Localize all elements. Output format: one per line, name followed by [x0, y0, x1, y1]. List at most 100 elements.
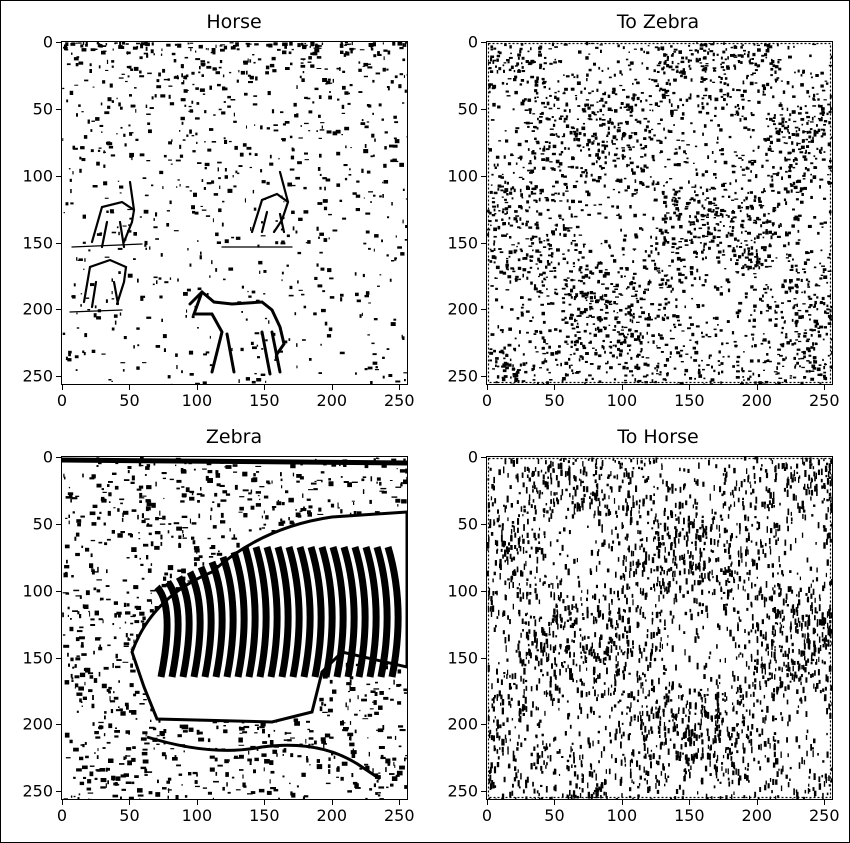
y-tick-label: 0 [42, 32, 53, 52]
panel-title-horse: Horse [206, 11, 262, 33]
y-tickmark [481, 523, 486, 525]
y-tick-label: 50 [457, 514, 478, 534]
y-tickmark [481, 457, 486, 458]
antelope-3 [82, 258, 128, 309]
x-tick-label: 250 [808, 806, 840, 825]
y-tickmark [481, 42, 486, 43]
panel-title-to-zebra: To Zebra [616, 11, 700, 33]
ground-outline [146, 735, 381, 781]
x-tickmark [399, 385, 401, 390]
axes-to-zebra [486, 41, 833, 385]
y-tickmark [481, 376, 486, 378]
y-tickmark [56, 791, 61, 793]
y-tick-label: 100 [22, 581, 53, 601]
y-tick-label: 0 [467, 32, 478, 52]
x-tick-label: 200 [316, 391, 348, 410]
x-tickmark [62, 385, 63, 390]
x-tickmark [264, 800, 266, 805]
axes-horse [61, 41, 408, 385]
x-tickmark [196, 800, 198, 805]
y-tickmark [56, 376, 61, 378]
y-tickmark [56, 108, 61, 110]
noise-texture [487, 457, 832, 799]
y-tick-label: 150 [447, 648, 478, 668]
horse-back [188, 289, 286, 356]
y-tick-label: 0 [467, 447, 478, 467]
antelope-1 [90, 180, 136, 249]
y-tickmark [481, 175, 486, 177]
x-tickmark [264, 385, 266, 390]
x-tickmark [331, 385, 333, 390]
y-tick-label: 200 [22, 299, 53, 319]
panel-image [62, 457, 407, 799]
noise-frame [487, 457, 832, 799]
x-tickmark [756, 800, 758, 805]
x-tickmark [62, 800, 63, 805]
zebra-figure [62, 457, 407, 781]
x-tick-label: 250 [383, 391, 415, 410]
panel-title-zebra: Zebra [205, 426, 263, 448]
y-tick-label: 250 [447, 781, 478, 801]
y-tickmark [481, 242, 486, 244]
y-tick-label: 150 [22, 233, 53, 253]
x-tickmark [554, 385, 556, 390]
x-tick-label: 50 [119, 391, 140, 410]
y-tickmark [481, 724, 486, 726]
y-tick-label: 200 [22, 714, 53, 734]
x-tick-label: 0 [56, 806, 68, 825]
antelope-2 [250, 170, 290, 234]
x-tick-label: 100 [181, 806, 213, 825]
y-tickmark [481, 791, 486, 793]
x-tick-label: 250 [808, 391, 840, 410]
y-tickmark [56, 657, 61, 659]
y-tickmark [56, 724, 61, 726]
x-tickmark [756, 385, 758, 390]
y-tick-label: 200 [447, 714, 478, 734]
x-tickmark [554, 800, 556, 805]
y-tickmark [481, 657, 486, 659]
x-tick-label: 200 [316, 806, 348, 825]
x-tickmark [331, 800, 333, 805]
panel-image [487, 42, 832, 384]
x-tickmark [399, 800, 401, 805]
ground-lines [69, 243, 293, 313]
top-edge [62, 457, 407, 466]
x-tickmark [129, 385, 131, 390]
x-tick-label: 150 [674, 806, 705, 825]
x-tickmark [824, 800, 826, 805]
y-tick-label: 250 [22, 781, 53, 801]
y-tickmark [56, 457, 61, 458]
x-tickmark [196, 385, 198, 390]
axes-to-horse [486, 456, 833, 800]
x-tick-label: 50 [119, 806, 140, 825]
x-tickmark [487, 800, 488, 805]
y-tick-label: 200 [447, 299, 478, 319]
y-tick-label: 150 [22, 648, 53, 668]
x-tick-label: 150 [249, 391, 280, 410]
x-tick-label: 50 [544, 806, 565, 825]
x-tick-label: 250 [383, 806, 415, 825]
x-tick-label: 200 [741, 806, 773, 825]
y-tick-label: 0 [42, 447, 53, 467]
y-tickmark [56, 523, 61, 525]
x-tickmark [824, 385, 826, 390]
speckle-texture [62, 42, 407, 384]
x-tick-label: 0 [481, 391, 493, 410]
y-tick-label: 250 [447, 366, 478, 386]
x-tick-label: 0 [481, 806, 493, 825]
y-tickmark [481, 590, 486, 592]
y-tickmark [56, 175, 61, 177]
animal-outlines [69, 170, 293, 376]
y-tickmark [56, 309, 61, 311]
x-tick-label: 50 [544, 391, 565, 410]
x-tick-label: 100 [606, 806, 638, 825]
y-tick-label: 250 [22, 366, 53, 386]
noise-frame [487, 42, 832, 384]
x-tickmark [689, 800, 691, 805]
y-tick-label: 50 [32, 99, 53, 119]
x-tickmark [621, 800, 623, 805]
y-tick-label: 100 [447, 166, 478, 186]
x-tick-label: 150 [249, 806, 280, 825]
horse-legs [191, 290, 282, 376]
